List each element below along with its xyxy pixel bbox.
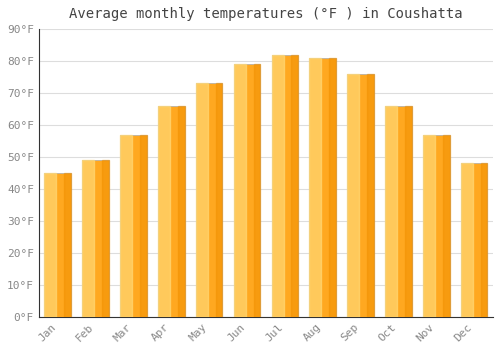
Bar bbox=[82, 160, 109, 317]
Bar bbox=[120, 134, 146, 317]
Bar bbox=[348, 74, 374, 317]
Bar bbox=[178, 106, 184, 317]
Bar bbox=[405, 106, 411, 317]
Bar bbox=[234, 64, 245, 317]
Bar bbox=[348, 74, 359, 317]
Title: Average monthly temperatures (°F ) in Coushatta: Average monthly temperatures (°F ) in Co… bbox=[69, 7, 462, 21]
Bar bbox=[216, 83, 222, 317]
Bar bbox=[310, 58, 336, 317]
Bar bbox=[461, 163, 487, 317]
Bar bbox=[330, 58, 336, 317]
Bar bbox=[272, 55, 298, 317]
Bar bbox=[461, 163, 473, 317]
Bar bbox=[102, 160, 109, 317]
Bar bbox=[292, 55, 298, 317]
Bar bbox=[385, 106, 411, 317]
Bar bbox=[140, 134, 146, 317]
Bar bbox=[367, 74, 374, 317]
Bar bbox=[120, 134, 132, 317]
Bar bbox=[385, 106, 397, 317]
Bar bbox=[64, 173, 71, 317]
Bar bbox=[254, 64, 260, 317]
Bar bbox=[423, 134, 450, 317]
Bar bbox=[158, 106, 170, 317]
Bar bbox=[481, 163, 488, 317]
Bar bbox=[423, 134, 435, 317]
Bar bbox=[196, 83, 208, 317]
Bar bbox=[272, 55, 283, 317]
Bar bbox=[443, 134, 450, 317]
Bar bbox=[158, 106, 184, 317]
Bar bbox=[44, 173, 56, 317]
Bar bbox=[44, 173, 71, 317]
Bar bbox=[234, 64, 260, 317]
Bar bbox=[196, 83, 222, 317]
Bar bbox=[310, 58, 322, 317]
Bar bbox=[82, 160, 94, 317]
